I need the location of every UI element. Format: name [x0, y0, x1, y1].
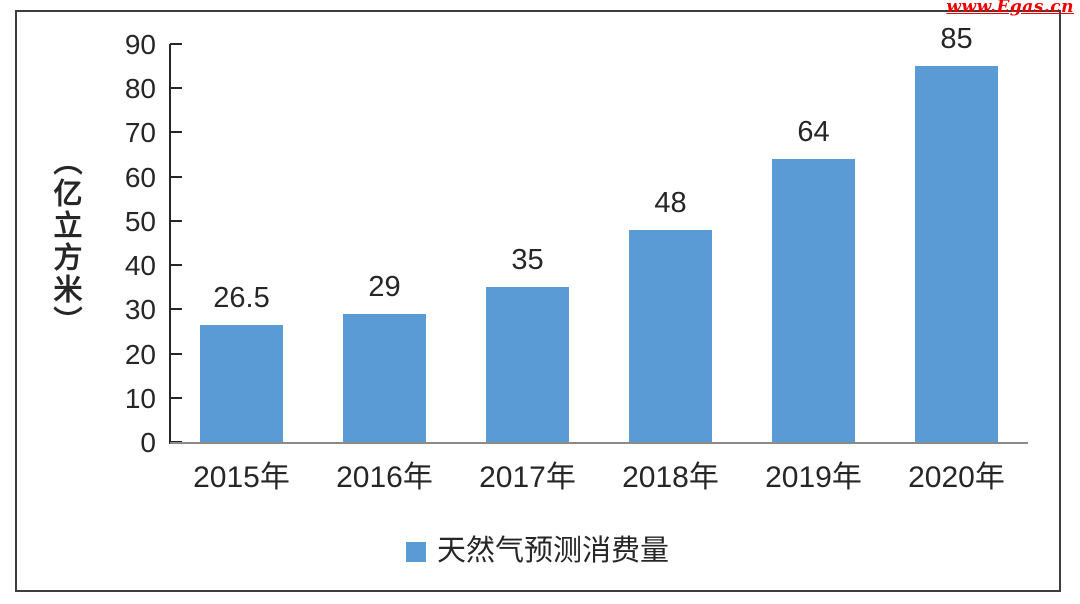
y-axis-tick-mark	[170, 352, 182, 355]
bar-value-label: 26.5	[213, 281, 270, 314]
x-axis-line	[170, 442, 1028, 444]
y-axis-tick-mark	[170, 131, 182, 134]
y-axis-tick-label: 0	[140, 427, 156, 458]
bar	[486, 287, 569, 442]
y-axis-tick-mark	[170, 308, 182, 311]
y-axis-tick-label: 60	[124, 161, 156, 193]
y-axis-line	[169, 44, 171, 444]
y-axis-tick-mark	[170, 396, 182, 399]
y-axis-title: （亿立方米）	[49, 146, 81, 338]
x-axis-tick-label: 2016年	[336, 461, 433, 494]
x-axis-tick-label: 2019年	[765, 461, 862, 494]
y-axis-tick-label: 40	[124, 250, 156, 282]
y-axis-tick-label: 30	[124, 294, 156, 326]
bar	[343, 313, 426, 442]
legend: 天然气预测消费量	[406, 537, 669, 566]
y-axis-tick-label: 70	[124, 117, 156, 149]
bar	[200, 324, 283, 442]
y-axis-tick-mark	[170, 43, 182, 45]
legend-series-label: 天然气预测消费量	[437, 535, 670, 567]
x-axis-tick-label: 2015年	[193, 461, 290, 494]
y-axis-tick-label: 10	[124, 382, 156, 414]
bar	[915, 66, 998, 442]
bar-value-label: 85	[940, 23, 973, 56]
y-axis-tick-label: 20	[124, 338, 156, 370]
y-axis-tick-mark	[170, 264, 182, 267]
y-axis-tick-mark	[170, 219, 182, 222]
y-axis-tick-label: 50	[124, 205, 156, 237]
watermark-text: www.Egas.cn	[946, 0, 1074, 17]
y-axis-tick-mark	[170, 87, 182, 90]
y-axis-tick-label: 80	[124, 73, 156, 105]
bar-value-label: 64	[797, 115, 830, 148]
bar	[629, 229, 712, 442]
bar-value-label: 29	[368, 270, 401, 303]
legend-marker-swatch	[406, 541, 426, 562]
bar-value-label: 48	[654, 186, 687, 219]
y-axis-tick-mark	[170, 175, 182, 178]
y-axis-tick-label: 90	[124, 29, 156, 60]
bar-value-label: 35	[511, 244, 544, 277]
x-axis-tick-label: 2020年	[908, 461, 1005, 494]
x-axis-tick-label: 2018年	[622, 461, 719, 494]
x-axis-tick-label: 2017年	[479, 461, 576, 494]
bar	[772, 158, 855, 442]
